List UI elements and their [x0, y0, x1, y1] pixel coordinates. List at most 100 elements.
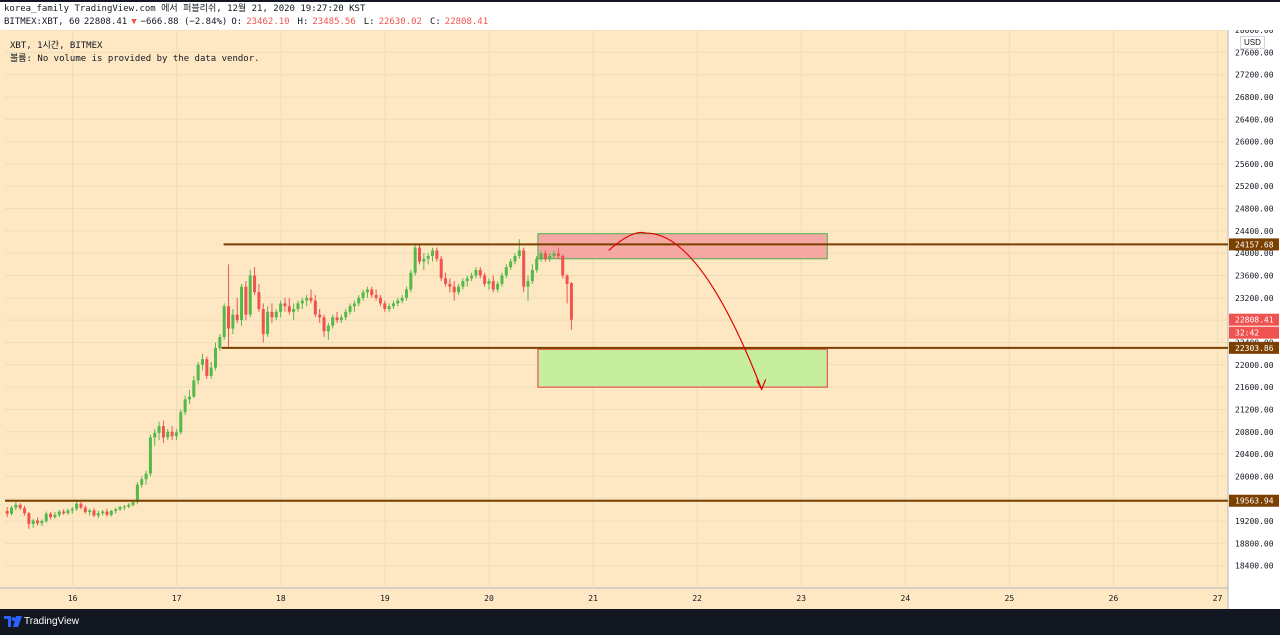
series-legend-title: XBT, 1시간, BITMEX — [10, 41, 103, 51]
volume-note: 볼륨: No volume is provided by the data ve… — [10, 54, 260, 64]
candle-body — [183, 399, 187, 413]
candle-body — [44, 513, 48, 522]
candle-body — [266, 311, 270, 335]
x-tick-label: 24 — [901, 594, 911, 603]
tradingview-logo-icon[interactable] — [4, 616, 22, 627]
candle-body — [257, 292, 261, 309]
close-value: C: 22808.41 — [429, 17, 489, 27]
candle-body — [23, 508, 27, 514]
candle-body — [504, 267, 508, 276]
candle-body — [322, 317, 326, 332]
candle-body — [361, 292, 365, 298]
currency-button[interactable]: USD — [1240, 36, 1265, 49]
candle-body — [465, 278, 469, 282]
candle-body — [452, 286, 456, 293]
candle-body — [552, 253, 556, 256]
y-tick-label: 20800.00 — [1235, 428, 1274, 437]
candle-body — [114, 509, 118, 511]
candle-body — [292, 309, 296, 312]
candle-body — [400, 297, 404, 301]
candle-body — [561, 255, 565, 276]
candle-body — [161, 426, 165, 438]
candle-body — [105, 511, 109, 515]
candle-body — [283, 303, 287, 307]
candle-body — [509, 261, 513, 268]
candle-body — [422, 258, 426, 262]
candle-body — [96, 513, 100, 516]
candle-body — [179, 412, 183, 433]
candle-body — [569, 283, 573, 320]
low-value: L: 22630.02 — [363, 17, 422, 27]
high-value: H: 23485.56 — [297, 17, 356, 27]
y-tick-label: 24400.00 — [1235, 227, 1274, 236]
x-tick-label: 21 — [588, 594, 598, 603]
support-zone — [537, 348, 828, 388]
ohlc-header: BITMEX:XBT, 60 22808.41 ▼ −666.88 (−2.84%) O… — [0, 15, 1280, 30]
candle-body — [335, 317, 339, 321]
candle-body — [170, 431, 174, 437]
candle-body — [240, 286, 244, 321]
last-price: 22808.41 — [83, 17, 128, 27]
candle-body — [88, 510, 92, 513]
candle-body — [339, 317, 343, 321]
price-chart[interactable]: 18400.0018800.0019200.0019600.0020000.00… — [0, 30, 1280, 609]
y-tick-label: 22000.00 — [1235, 361, 1274, 370]
symbol-label[interactable]: BITMEX:XBT, 60 — [4, 17, 80, 27]
candle-body — [148, 437, 152, 474]
candle-body — [18, 504, 22, 509]
candle-body — [144, 473, 148, 480]
candle-body — [27, 513, 31, 524]
candle-body — [49, 513, 53, 518]
y-tick-label: 19200.00 — [1235, 517, 1274, 526]
candle-body — [556, 253, 560, 256]
candle-body — [122, 506, 126, 508]
y-tick-label: 23600.00 — [1235, 272, 1274, 281]
candle-body — [444, 278, 448, 284]
candle-body — [378, 297, 382, 304]
candle-body — [491, 281, 495, 290]
candle-body — [478, 269, 482, 276]
candle-body — [374, 295, 378, 298]
x-tick-label: 19 — [380, 594, 390, 603]
candle-body — [279, 303, 283, 312]
price-label-text: 22303.86 — [1235, 344, 1274, 353]
candle-body — [287, 306, 291, 312]
y-tick-label: 25600.00 — [1235, 160, 1274, 169]
candle-body — [101, 511, 105, 514]
candle-body — [174, 432, 178, 437]
candle-body — [348, 306, 352, 312]
candle-body — [274, 311, 278, 318]
candle-body — [535, 258, 539, 270]
x-tick-label: 20 — [484, 594, 494, 603]
y-tick-label: 23200.00 — [1235, 294, 1274, 303]
candle-body — [135, 484, 139, 503]
tradingview-brand[interactable]: TradingView — [24, 616, 80, 627]
candle-body — [331, 317, 335, 326]
candle-body — [457, 286, 461, 293]
candle-body — [448, 283, 452, 287]
y-tick-label: 26800.00 — [1235, 93, 1274, 102]
candle-body — [57, 511, 61, 515]
candle-body — [79, 503, 83, 508]
candle-body — [53, 514, 57, 518]
candle-body — [522, 250, 526, 287]
candle-body — [413, 247, 417, 273]
x-tick-label: 22 — [692, 594, 702, 603]
price-label-text: 19563.94 — [1235, 497, 1274, 506]
footer-bar: TradingView — [0, 609, 1280, 635]
candle-body — [227, 306, 231, 329]
price-label-level — [1229, 238, 1279, 251]
y-tick-label: 24800.00 — [1235, 205, 1274, 214]
candle-body — [370, 289, 374, 296]
candle-body — [231, 314, 235, 329]
candle-body — [157, 426, 161, 433]
candle-body — [309, 297, 313, 301]
candle-body — [439, 258, 443, 279]
y-tick-label: 18400.00 — [1235, 562, 1274, 571]
candle-body — [387, 306, 391, 309]
candle-body — [487, 281, 491, 284]
x-tick-label: 23 — [796, 594, 806, 603]
projection-arrowhead — [756, 379, 767, 391]
candle-body — [352, 303, 356, 307]
